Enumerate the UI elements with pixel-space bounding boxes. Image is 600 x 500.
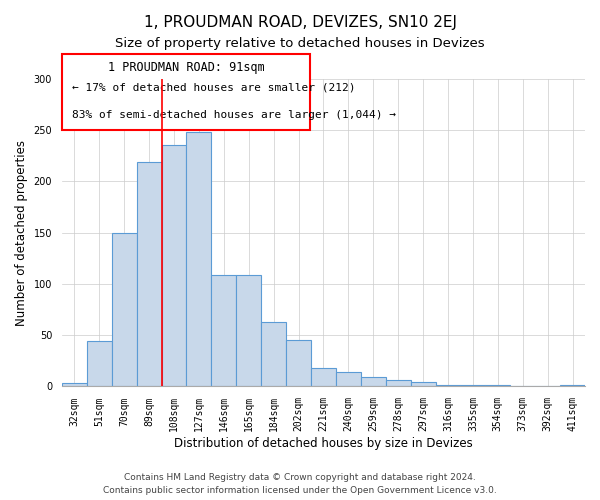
- Bar: [236, 275, 261, 386]
- Text: Size of property relative to detached houses in Devizes: Size of property relative to detached ho…: [115, 38, 485, 51]
- X-axis label: Distribution of detached houses by size in Devizes: Distribution of detached houses by size …: [174, 437, 473, 450]
- Bar: [410, 382, 436, 386]
- FancyBboxPatch shape: [62, 54, 310, 130]
- Bar: [286, 340, 311, 386]
- Bar: [311, 368, 336, 386]
- Text: 83% of semi-detached houses are larger (1,044) →: 83% of semi-detached houses are larger (…: [73, 110, 397, 120]
- Bar: [87, 342, 112, 386]
- Bar: [62, 384, 87, 386]
- Bar: [211, 275, 236, 386]
- Bar: [187, 132, 211, 386]
- Bar: [361, 377, 386, 386]
- Bar: [261, 322, 286, 386]
- Text: ← 17% of detached houses are smaller (212): ← 17% of detached houses are smaller (21…: [73, 82, 356, 92]
- Text: Contains HM Land Registry data © Crown copyright and database right 2024.
Contai: Contains HM Land Registry data © Crown c…: [103, 474, 497, 495]
- Y-axis label: Number of detached properties: Number of detached properties: [15, 140, 28, 326]
- Text: 1 PROUDMAN ROAD: 91sqm: 1 PROUDMAN ROAD: 91sqm: [108, 60, 265, 74]
- Text: 1, PROUDMAN ROAD, DEVIZES, SN10 2EJ: 1, PROUDMAN ROAD, DEVIZES, SN10 2EJ: [143, 15, 457, 30]
- Bar: [386, 380, 410, 386]
- Bar: [137, 162, 161, 386]
- Bar: [161, 144, 187, 386]
- Bar: [336, 372, 361, 386]
- Bar: [112, 232, 137, 386]
